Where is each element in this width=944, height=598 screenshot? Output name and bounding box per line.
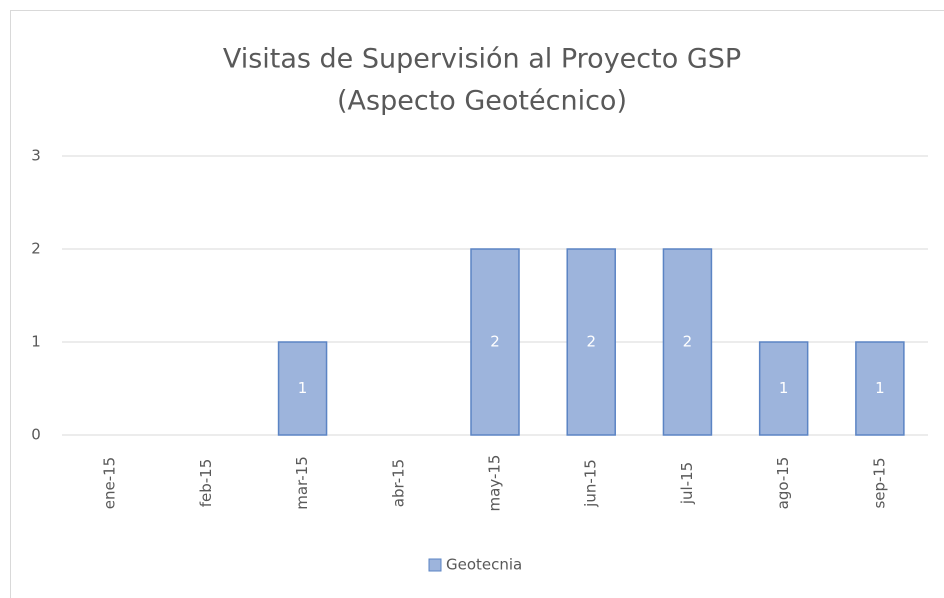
x-tick-label: ago-15: [774, 457, 792, 510]
chart-title: Visitas de Supervisión al Proyecto GSP: [223, 44, 741, 75]
bar: [277, 341, 328, 436]
x-tick-label: sep-15: [870, 457, 888, 508]
bar: [566, 248, 616, 436]
y-tick-label: 1: [31, 333, 41, 351]
bar: [662, 248, 713, 436]
bar: [470, 248, 520, 436]
y-tick-label: 3: [31, 147, 41, 165]
legend-label: Geotecnia: [446, 556, 522, 574]
bar: [758, 341, 809, 436]
data-label: 1: [298, 379, 308, 397]
x-tick-label: mar-15: [293, 456, 311, 510]
data-label: 2: [586, 333, 596, 351]
legend-swatch: [428, 558, 442, 572]
x-tick-label: jun-15: [582, 459, 600, 508]
data-label: 2: [490, 333, 500, 351]
data-label: 1: [779, 379, 789, 397]
data-label: 2: [683, 333, 693, 351]
x-tick-label: feb-15: [197, 459, 215, 508]
x-tick-label: jul-15: [678, 462, 696, 505]
chart-title: (Aspecto Geotécnico): [337, 86, 627, 117]
y-tick-label: 2: [31, 240, 41, 258]
x-tick-label: may-15: [486, 455, 504, 512]
bar: [855, 341, 905, 436]
data-label: 1: [875, 379, 885, 397]
x-tick-label: abr-15: [389, 459, 407, 507]
x-tick-label: ene-15: [101, 457, 119, 509]
y-tick-label: 0: [31, 426, 41, 444]
